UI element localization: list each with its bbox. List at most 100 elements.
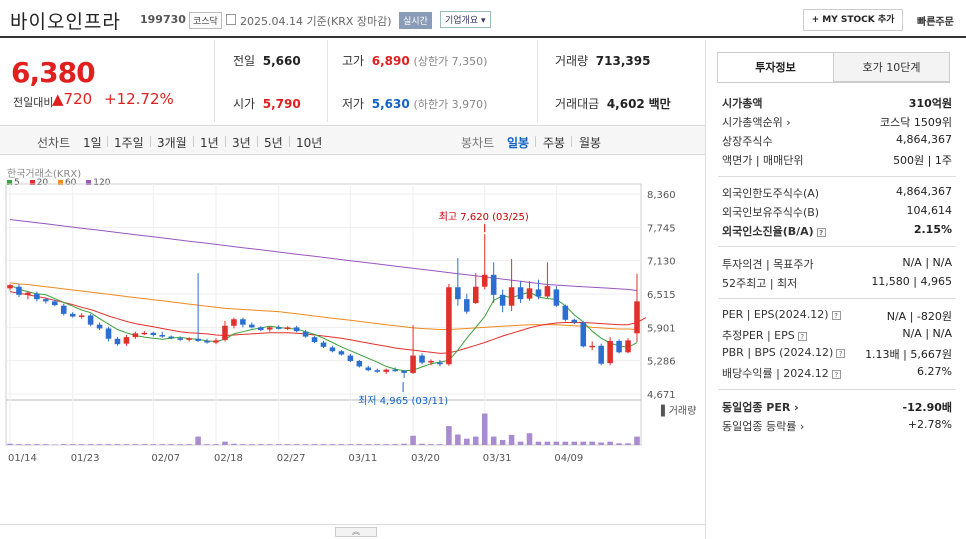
- quick-order-link[interactable]: 빠른주문: [917, 17, 954, 28]
- candle-body: [240, 319, 246, 325]
- volume-bar: [311, 444, 318, 445]
- volume-bar: [562, 441, 569, 445]
- candlestick-chart[interactable]: 8,360 7,745 7,130 6,515 5,901 5,286 4,671 01/14…: [0, 160, 705, 520]
- volume-bar: [401, 443, 407, 445]
- candle-body: [168, 336, 175, 339]
- volume-bar: [34, 444, 40, 445]
- candle-body: [472, 286, 479, 303]
- volume-bar: [365, 444, 372, 445]
- y-tick-label: 7,745: [647, 223, 676, 234]
- candle-body: [52, 301, 58, 306]
- volume-bar: [419, 443, 425, 445]
- candle-body: [455, 287, 461, 300]
- ma20-line: [9, 291, 647, 354]
- period-daily[interactable]: 일봉: [507, 136, 530, 150]
- volume-bar: [535, 441, 542, 445]
- row-market-cap-rank[interactable]: 시가총액순위 › 코스닥 1509위: [722, 116, 952, 129]
- market-badge: 코스닥: [189, 12, 222, 29]
- candle-body: [132, 333, 139, 338]
- stat-high: 고가 6,890 (상한가 7,350): [342, 54, 488, 68]
- collapse-chart-handle[interactable]: ︽: [335, 527, 377, 537]
- volume-bar: [392, 444, 398, 445]
- volume-bar: [204, 444, 210, 445]
- change-value: ▲720: [52, 90, 93, 108]
- volume-bar: [481, 413, 488, 445]
- candle-body: [499, 294, 506, 306]
- candle-body: [481, 274, 488, 287]
- legend-ma60: 60: [57, 178, 76, 188]
- candle-body: [159, 334, 166, 337]
- row-opinion: 투자의견 | 목표주가 N/A | N/A: [722, 256, 952, 271]
- add-my-stock-button[interactable]: + MY STOCK 추가: [803, 9, 903, 31]
- max-annotation: 최고 7,620 (03/25): [439, 211, 529, 223]
- candle-body: [625, 340, 631, 353]
- range-1y[interactable]: 1년: [200, 136, 219, 150]
- volume-bar: [544, 441, 551, 445]
- volume-bar: [78, 444, 85, 445]
- company-info-select[interactable]: 기업개요 ▾: [440, 11, 491, 28]
- candle-body: [401, 370, 407, 373]
- y-tick-label: 5,901: [647, 323, 676, 334]
- candle-body: [141, 332, 148, 335]
- volume-bar: [607, 441, 613, 445]
- y-tick-label: 4,671: [647, 390, 676, 401]
- candle-chart-label[interactable]: 봉차트: [461, 136, 495, 150]
- help-icon: ?: [836, 348, 846, 358]
- candle-body: [311, 337, 318, 343]
- x-tick-label: 04/09: [554, 453, 583, 464]
- volume-bar: [589, 441, 595, 445]
- candle-body: [96, 324, 103, 329]
- help-icon: ?: [816, 227, 826, 237]
- volume-bar: [526, 433, 533, 445]
- volume-bar: [186, 444, 192, 445]
- candle-body: [275, 327, 282, 329]
- row-sector-per[interactable]: 동일업종 PER › -12.90배: [722, 401, 952, 414]
- volume-bar: [275, 444, 282, 445]
- candle-body: [43, 299, 49, 302]
- volume-label: ▌거래량: [660, 404, 696, 417]
- volume-bar: [25, 444, 31, 445]
- volume-bar: [231, 443, 237, 445]
- range-3m[interactable]: 3개월: [157, 136, 187, 150]
- ma5-line: [9, 284, 638, 372]
- volume-bar: [383, 444, 389, 445]
- ma-legend: 5 20 60 120: [7, 178, 117, 188]
- candle-body: [78, 315, 85, 317]
- help-icon: ?: [831, 369, 841, 379]
- candle-body: [195, 338, 201, 341]
- candle-body: [508, 287, 515, 306]
- candle-body: [571, 319, 578, 323]
- volume-bar: [446, 426, 452, 445]
- volume-bar: [7, 443, 13, 445]
- volume-bar: [132, 444, 139, 445]
- tab-hoga-10[interactable]: 호가 10단계: [833, 52, 950, 82]
- volume-bar: [517, 441, 524, 445]
- tab-invest-info[interactable]: 투자정보: [717, 52, 834, 82]
- volume-bar: [222, 441, 228, 445]
- candle-body: [222, 325, 228, 340]
- range-10y[interactable]: 10년: [296, 136, 323, 150]
- range-5y[interactable]: 5년: [264, 136, 283, 150]
- range-1w[interactable]: 1주일: [114, 136, 144, 150]
- range-3y[interactable]: 3년: [232, 136, 251, 150]
- line-chart-label[interactable]: 선차트: [37, 136, 71, 150]
- ma60-line: [9, 282, 638, 330]
- row-market-cap: 시가총액 310억원: [722, 97, 952, 110]
- range-1d[interactable]: 1일: [83, 136, 102, 150]
- y-tick-label: 6,515: [647, 290, 676, 301]
- period-monthly[interactable]: 월봉: [579, 136, 602, 150]
- candle-body: [87, 315, 94, 325]
- volume-bar: [625, 443, 631, 445]
- candle-body: [383, 369, 389, 372]
- candle-body: [177, 338, 183, 340]
- period-weekly[interactable]: 주봉: [543, 136, 566, 150]
- volume-bar: [43, 444, 49, 445]
- candle-body: [266, 327, 273, 330]
- candle-body: [490, 274, 497, 295]
- calendar-icon: [226, 14, 236, 25]
- legend-ma20: 20: [29, 178, 48, 188]
- live-badge[interactable]: 실시간: [399, 12, 432, 29]
- row-sector-change[interactable]: 동일업종 등락률 › +2.78%: [722, 418, 952, 433]
- candle-body: [562, 305, 569, 320]
- candle-body: [60, 305, 67, 314]
